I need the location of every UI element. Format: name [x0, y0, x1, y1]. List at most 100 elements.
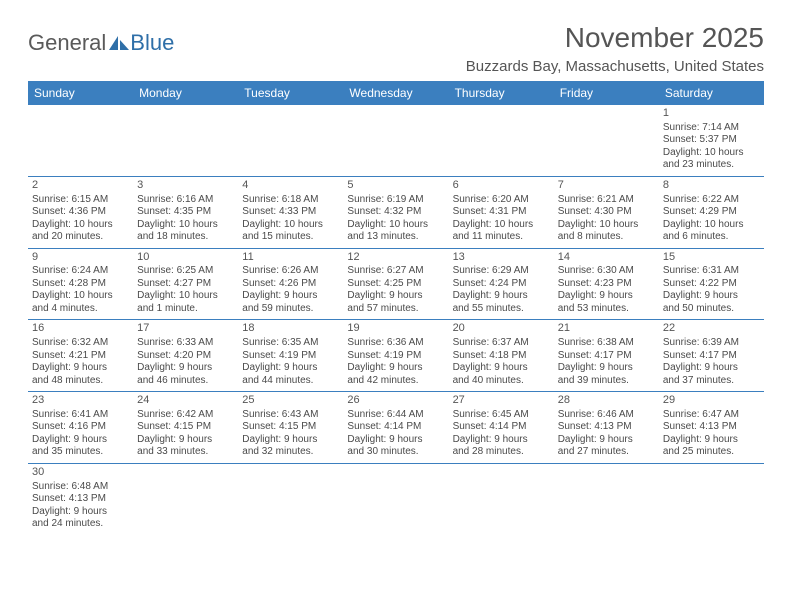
day-number: 19: [347, 322, 444, 336]
day-line: Daylight: 9 hours: [347, 434, 444, 447]
day-cell: [238, 464, 343, 535]
day-line: Sunset: 4:30 PM: [558, 206, 655, 219]
dow-cell: Friday: [554, 81, 659, 105]
day-line: Sunrise: 6:24 AM: [32, 265, 129, 278]
day-cell: [343, 464, 448, 535]
day-line: and 44 minutes.: [242, 375, 339, 388]
day-cell: 7Sunrise: 6:21 AMSunset: 4:30 PMDaylight…: [554, 177, 659, 248]
day-line: Daylight: 9 hours: [453, 290, 550, 303]
day-line: and 46 minutes.: [137, 375, 234, 388]
day-cell: 24Sunrise: 6:42 AMSunset: 4:15 PMDayligh…: [133, 392, 238, 463]
day-line: Daylight: 10 hours: [558, 219, 655, 232]
day-line: and 20 minutes.: [32, 231, 129, 244]
day-line: Daylight: 9 hours: [347, 362, 444, 375]
day-line: Sunrise: 6:26 AM: [242, 265, 339, 278]
day-line: Daylight: 9 hours: [663, 290, 760, 303]
dow-cell: Thursday: [449, 81, 554, 105]
day-line: Daylight: 9 hours: [32, 434, 129, 447]
logo-text-general: General: [28, 30, 106, 56]
day-line: Daylight: 10 hours: [137, 290, 234, 303]
day-line: and 24 minutes.: [32, 518, 129, 531]
day-line: and 23 minutes.: [663, 159, 760, 172]
day-cell: 28Sunrise: 6:46 AMSunset: 4:13 PMDayligh…: [554, 392, 659, 463]
day-line: Sunrise: 6:46 AM: [558, 409, 655, 422]
day-line: Sunrise: 6:36 AM: [347, 337, 444, 350]
day-cell: 3Sunrise: 6:16 AMSunset: 4:35 PMDaylight…: [133, 177, 238, 248]
day-line: Sunrise: 6:20 AM: [453, 194, 550, 207]
day-line: and 11 minutes.: [453, 231, 550, 244]
day-line: Sunrise: 6:44 AM: [347, 409, 444, 422]
day-line: Daylight: 9 hours: [32, 362, 129, 375]
day-cell: [449, 464, 554, 535]
day-number: 23: [32, 394, 129, 408]
day-line: Sunset: 4:33 PM: [242, 206, 339, 219]
day-cell: 6Sunrise: 6:20 AMSunset: 4:31 PMDaylight…: [449, 177, 554, 248]
day-line: Daylight: 9 hours: [32, 506, 129, 519]
day-number: 7: [558, 179, 655, 193]
day-line: Sunset: 4:17 PM: [663, 350, 760, 363]
day-number: 29: [663, 394, 760, 408]
day-number: 4: [242, 179, 339, 193]
day-line: Daylight: 10 hours: [663, 147, 760, 160]
day-number: 28: [558, 394, 655, 408]
day-line: and 39 minutes.: [558, 375, 655, 388]
day-line: Sunrise: 6:30 AM: [558, 265, 655, 278]
day-number: 27: [453, 394, 550, 408]
day-line: Sunset: 4:27 PM: [137, 278, 234, 291]
day-line: Sunset: 4:28 PM: [32, 278, 129, 291]
weeks-container: 1Sunrise: 7:14 AMSunset: 5:37 PMDaylight…: [28, 105, 764, 535]
day-cell: 1Sunrise: 7:14 AMSunset: 5:37 PMDaylight…: [659, 105, 764, 176]
day-line: Daylight: 10 hours: [453, 219, 550, 232]
day-line: Sunrise: 6:18 AM: [242, 194, 339, 207]
day-line: Sunset: 4:29 PM: [663, 206, 760, 219]
day-cell: [238, 105, 343, 176]
week-row: 30Sunrise: 6:48 AMSunset: 4:13 PMDayligh…: [28, 464, 764, 535]
day-line: and 8 minutes.: [558, 231, 655, 244]
day-line: Sunset: 4:13 PM: [558, 421, 655, 434]
day-cell: 16Sunrise: 6:32 AMSunset: 4:21 PMDayligh…: [28, 320, 133, 391]
week-row: 9Sunrise: 6:24 AMSunset: 4:28 PMDaylight…: [28, 249, 764, 321]
day-line: and 53 minutes.: [558, 303, 655, 316]
dow-cell: Saturday: [659, 81, 764, 105]
day-cell: 15Sunrise: 6:31 AMSunset: 4:22 PMDayligh…: [659, 249, 764, 320]
day-line: Sunrise: 6:45 AM: [453, 409, 550, 422]
day-line: Daylight: 9 hours: [663, 434, 760, 447]
title-block: November 2025 Buzzards Bay, Massachusett…: [466, 22, 764, 75]
logo: General Blue: [28, 22, 174, 56]
day-line: and 13 minutes.: [347, 231, 444, 244]
day-number: 16: [32, 322, 129, 336]
day-line: Sunset: 4:32 PM: [347, 206, 444, 219]
days-of-week-row: SundayMondayTuesdayWednesdayThursdayFrid…: [28, 81, 764, 105]
day-cell: 30Sunrise: 6:48 AMSunset: 4:13 PMDayligh…: [28, 464, 133, 535]
day-cell: [659, 464, 764, 535]
week-row: 1Sunrise: 7:14 AMSunset: 5:37 PMDaylight…: [28, 105, 764, 177]
day-line: Sunset: 4:21 PM: [32, 350, 129, 363]
day-cell: 17Sunrise: 6:33 AMSunset: 4:20 PMDayligh…: [133, 320, 238, 391]
week-row: 16Sunrise: 6:32 AMSunset: 4:21 PMDayligh…: [28, 320, 764, 392]
day-number: 17: [137, 322, 234, 336]
day-line: Sunset: 4:15 PM: [137, 421, 234, 434]
day-cell: 26Sunrise: 6:44 AMSunset: 4:14 PMDayligh…: [343, 392, 448, 463]
dow-cell: Sunday: [28, 81, 133, 105]
day-number: 26: [347, 394, 444, 408]
day-line: Daylight: 10 hours: [32, 290, 129, 303]
day-line: Daylight: 9 hours: [558, 362, 655, 375]
day-number: 24: [137, 394, 234, 408]
day-cell: [133, 464, 238, 535]
day-line: Sunrise: 6:22 AM: [663, 194, 760, 207]
day-line: Sunset: 4:25 PM: [347, 278, 444, 291]
day-number: 21: [558, 322, 655, 336]
day-line: Sunset: 4:26 PM: [242, 278, 339, 291]
dow-cell: Tuesday: [238, 81, 343, 105]
day-line: Sunrise: 6:27 AM: [347, 265, 444, 278]
day-cell: 21Sunrise: 6:38 AMSunset: 4:17 PMDayligh…: [554, 320, 659, 391]
day-line: Sunset: 4:35 PM: [137, 206, 234, 219]
day-number: 22: [663, 322, 760, 336]
day-cell: 20Sunrise: 6:37 AMSunset: 4:18 PMDayligh…: [449, 320, 554, 391]
day-line: and 25 minutes.: [663, 446, 760, 459]
day-cell: 23Sunrise: 6:41 AMSunset: 4:16 PMDayligh…: [28, 392, 133, 463]
day-cell: [554, 464, 659, 535]
day-line: Sunrise: 6:32 AM: [32, 337, 129, 350]
day-cell: 9Sunrise: 6:24 AMSunset: 4:28 PMDaylight…: [28, 249, 133, 320]
day-line: and 15 minutes.: [242, 231, 339, 244]
